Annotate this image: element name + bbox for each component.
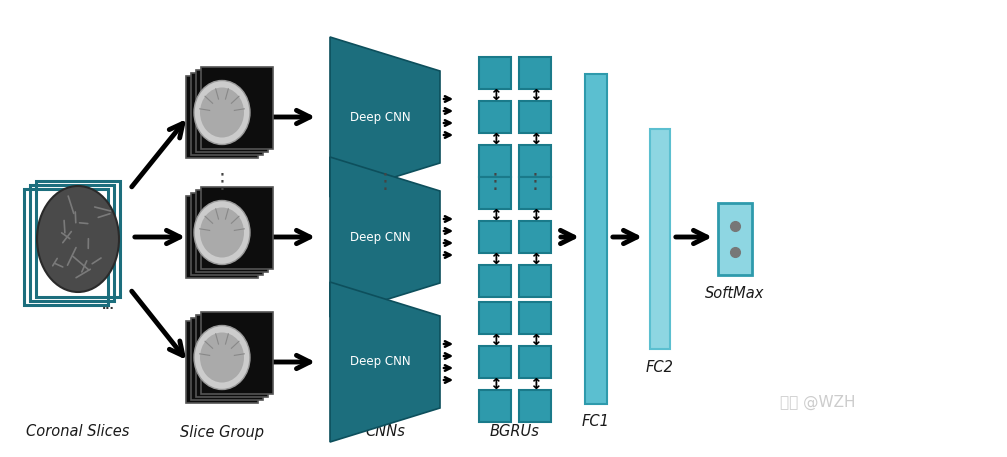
Text: ↕: ↕ (488, 251, 501, 266)
Text: BGRUs: BGRUs (490, 425, 540, 440)
Bar (201, 312, 273, 394)
Bar (201, 187, 273, 269)
FancyBboxPatch shape (519, 221, 551, 253)
Text: ↕: ↕ (488, 132, 501, 147)
Text: Deep CNN: Deep CNN (349, 356, 410, 368)
Text: 知乎 @WZH: 知乎 @WZH (780, 394, 856, 409)
Text: Coronal Slices: Coronal Slices (26, 425, 130, 440)
Bar (201, 67, 273, 149)
Ellipse shape (194, 80, 250, 144)
Ellipse shape (200, 87, 244, 138)
Text: FC2: FC2 (646, 360, 674, 374)
FancyBboxPatch shape (479, 57, 511, 89)
Ellipse shape (200, 333, 244, 383)
FancyBboxPatch shape (519, 390, 551, 422)
FancyBboxPatch shape (519, 302, 551, 334)
Ellipse shape (200, 207, 244, 257)
FancyBboxPatch shape (479, 390, 511, 422)
FancyBboxPatch shape (479, 221, 511, 253)
Text: ⋮: ⋮ (484, 172, 506, 192)
FancyBboxPatch shape (479, 265, 511, 297)
Bar (191, 318, 263, 400)
Bar (191, 193, 263, 275)
Text: ⋮: ⋮ (375, 172, 396, 192)
FancyBboxPatch shape (479, 346, 511, 378)
Text: ↕: ↕ (529, 251, 542, 266)
Text: ↕: ↕ (529, 333, 542, 347)
Text: ⋮: ⋮ (525, 172, 546, 192)
Text: ↕: ↕ (529, 377, 542, 392)
Bar (191, 73, 263, 155)
Text: Deep CNN: Deep CNN (349, 111, 410, 123)
Bar (186, 76, 258, 158)
Text: ↕: ↕ (488, 87, 501, 102)
Polygon shape (330, 37, 440, 197)
Text: ↕: ↕ (529, 207, 542, 223)
FancyBboxPatch shape (519, 145, 551, 177)
Text: ↕: ↕ (529, 132, 542, 147)
FancyBboxPatch shape (519, 101, 551, 133)
Bar (196, 70, 268, 152)
Text: SoftMax: SoftMax (705, 286, 764, 301)
Text: FC1: FC1 (582, 414, 610, 430)
Text: ...: ... (102, 301, 115, 311)
Polygon shape (330, 282, 440, 442)
Text: ⋮: ⋮ (211, 172, 233, 192)
Polygon shape (330, 157, 440, 317)
Bar (186, 321, 258, 403)
Bar (196, 190, 268, 272)
Bar (186, 196, 258, 278)
FancyBboxPatch shape (519, 57, 551, 89)
Bar (718, 203, 752, 275)
FancyBboxPatch shape (479, 101, 511, 133)
Bar (585, 74, 607, 404)
Bar (196, 315, 268, 397)
FancyBboxPatch shape (479, 177, 511, 209)
FancyBboxPatch shape (479, 145, 511, 177)
Text: Slice Group: Slice Group (180, 425, 264, 440)
Text: CNNs: CNNs (366, 425, 405, 440)
Text: ↕: ↕ (488, 333, 501, 347)
FancyBboxPatch shape (519, 346, 551, 378)
Ellipse shape (194, 201, 250, 265)
FancyBboxPatch shape (519, 265, 551, 297)
Text: ↕: ↕ (488, 207, 501, 223)
Ellipse shape (194, 325, 250, 389)
FancyBboxPatch shape (479, 302, 511, 334)
Text: ↕: ↕ (488, 377, 501, 392)
FancyBboxPatch shape (519, 177, 551, 209)
Text: ↕: ↕ (529, 87, 542, 102)
Bar (650, 129, 670, 349)
Ellipse shape (37, 186, 119, 292)
Text: Deep CNN: Deep CNN (349, 230, 410, 244)
